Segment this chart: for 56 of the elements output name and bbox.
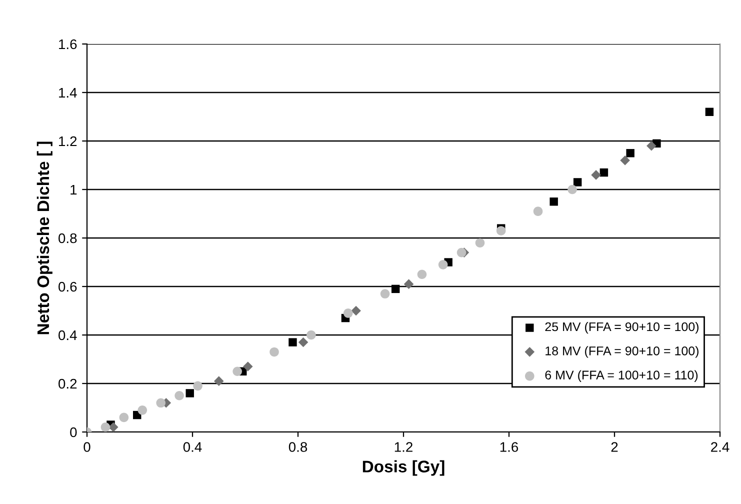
point [550, 198, 558, 206]
y-tick-label: 0.6 [58, 282, 77, 292]
point [306, 330, 316, 340]
point [100, 422, 110, 432]
y-tick-label: 0.8 [58, 233, 77, 244]
point [214, 376, 224, 386]
point [119, 412, 129, 422]
point [380, 289, 390, 298]
point [174, 390, 184, 400]
x-tick-label: 0.4 [183, 442, 202, 452]
y-tick-label: 0.2 [58, 378, 77, 389]
x-tick-label: 1.2 [394, 442, 412, 452]
y-tick-label: 0 [70, 427, 77, 438]
point [626, 149, 634, 158]
x-tick-label: 2.4 [711, 442, 730, 452]
x-tick-label: 0.8 [288, 442, 308, 452]
y-tick-label: 1 [70, 184, 77, 195]
point [404, 279, 414, 289]
y-tick-label: 1.6 [59, 39, 77, 50]
point [232, 366, 242, 376]
x-tick-label: 2 [611, 442, 618, 452]
legend-label: 6 MV (FFA = 100+10 = 110) [545, 370, 698, 382]
point [108, 422, 118, 432]
point [242, 362, 253, 372]
point [351, 306, 361, 316]
point [186, 389, 194, 398]
point [705, 108, 714, 116]
legend-label: 18 MV (FFA = 90+10 = 100) [546, 346, 698, 358]
legend-label: 25 MV (FFA = 90+10 = 100) [545, 322, 698, 334]
point [620, 155, 630, 166]
point [646, 140, 656, 151]
point [600, 168, 608, 177]
point [591, 170, 601, 180]
point [573, 178, 582, 186]
point [193, 381, 202, 391]
point [417, 270, 427, 280]
y-tick-label: 1.2 [59, 136, 77, 146]
point [456, 248, 466, 258]
y-tick-label: 1.4 [59, 88, 77, 98]
y-axis-title: Netto Optische Dichte [ ] [36, 142, 52, 334]
x-tick-label: 1.6 [500, 442, 518, 452]
point [475, 238, 485, 248]
point [156, 398, 166, 408]
point [343, 308, 353, 318]
point [270, 347, 279, 357]
point [288, 338, 297, 346]
y-tick-label: 0.4 [58, 330, 77, 340]
x-axis-title: Dosis [Gy] [362, 460, 444, 476]
point [438, 260, 448, 270]
point [138, 406, 148, 415]
x-tick-label: 0 [84, 442, 90, 452]
point [496, 226, 506, 236]
point [533, 206, 543, 216]
point [568, 184, 577, 194]
point [391, 284, 400, 294]
point [298, 337, 308, 348]
